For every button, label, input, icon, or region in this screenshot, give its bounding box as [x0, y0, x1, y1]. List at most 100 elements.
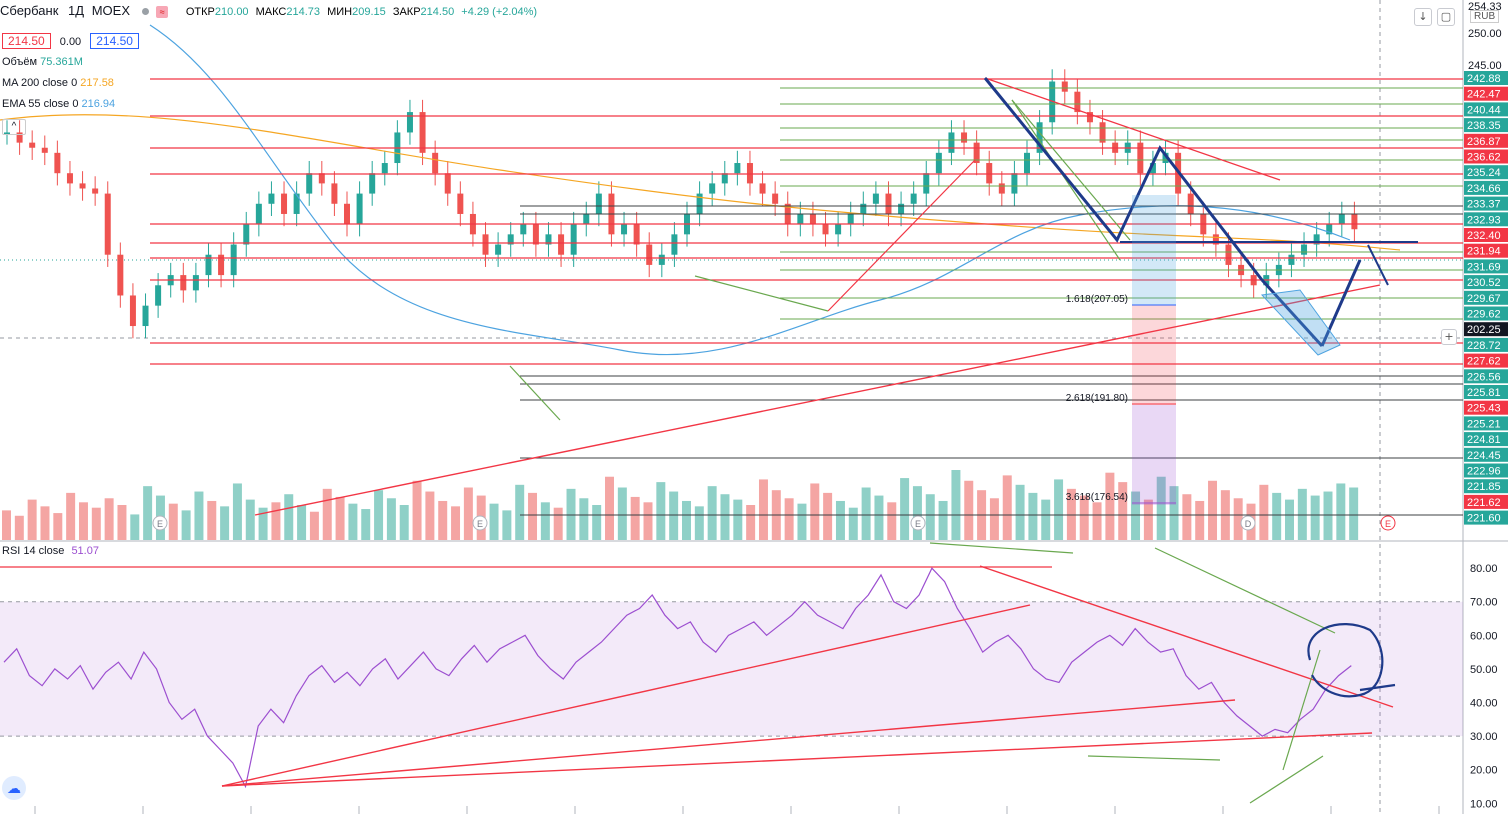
spread-value: 0.00 — [59, 36, 82, 48]
event-marker-label: E — [477, 519, 483, 529]
candle-body — [570, 224, 577, 255]
ma-legend[interactable]: MA 200 close 0 217.58 — [2, 73, 139, 94]
candle-body — [734, 163, 741, 174]
projection-arrow — [1367, 244, 1389, 286]
rsi-pane — [0, 542, 1463, 804]
rsi-tick: 60.00 — [1470, 630, 1498, 642]
candle-body — [331, 183, 338, 204]
price-badge-label: 221.60 — [1467, 513, 1501, 525]
volume-bar — [1297, 488, 1307, 540]
ask-box[interactable]: 214.50 — [90, 33, 139, 49]
price-badge-label: 242.47 — [1467, 89, 1501, 101]
price-badge — [1464, 322, 1508, 337]
candle-body — [1137, 142, 1144, 174]
rsi-tick: 20.00 — [1470, 765, 1498, 777]
open-value: 210.00 — [214, 6, 249, 18]
candle-body — [948, 132, 955, 153]
interval[interactable]: 1Д — [68, 3, 85, 18]
currency-label[interactable]: RUB — [1470, 10, 1500, 23]
wave-icon[interactable]: ≈ — [156, 6, 169, 18]
rsi-falling-trendline — [979, 565, 1394, 708]
volume-bar — [1002, 475, 1012, 540]
volume-bars — [2, 470, 1359, 540]
candle-body — [1313, 234, 1320, 245]
volume-bar — [130, 514, 140, 540]
volume-bar — [1041, 499, 1051, 540]
volume-bar — [322, 488, 332, 540]
volume-bar — [463, 487, 473, 540]
volume-bar — [309, 511, 319, 540]
volume-bar — [104, 498, 114, 540]
price-badge-label: 224.81 — [1467, 434, 1501, 446]
low-label: МИН — [327, 6, 353, 18]
ma-value: 217.58 — [80, 77, 114, 89]
candle-body — [1326, 224, 1333, 235]
candle-body — [809, 213, 816, 225]
fib-label: 3.618(176.54) — [1066, 492, 1128, 503]
candle-body — [243, 224, 250, 245]
high-label: МАКС — [255, 6, 287, 18]
rsi-legend[interactable]: RSI 14 close 51.07 — [2, 545, 99, 557]
volume-bar — [951, 470, 961, 540]
ema55-line — [149, 24, 1351, 356]
rsi-tick: 50.00 — [1470, 664, 1498, 676]
wave-path — [1260, 278, 1324, 348]
volume-bar — [412, 480, 422, 540]
volume-bar — [271, 502, 281, 540]
fib-extension[interactable]: 1.618(207.05) 2.618(191.80) 3.618(176.54) — [1066, 195, 1176, 505]
volume-bar — [887, 502, 897, 540]
falling-trendline — [984, 77, 1281, 181]
volume-bar — [515, 484, 525, 540]
price-badge-label: 242.88 — [1467, 73, 1501, 85]
volume-legend[interactable]: Объём 75.361M — [2, 52, 139, 73]
ema-value: 216.94 — [81, 98, 116, 110]
volume-bar — [1105, 472, 1115, 540]
rising-trendline — [254, 284, 1381, 516]
tradingview-logo-icon[interactable]: ☁ — [2, 776, 26, 800]
candle-body — [1149, 163, 1156, 174]
volume-bar — [14, 515, 24, 540]
rsi-label: RSI 14 close — [2, 545, 65, 557]
volume-bar — [399, 505, 409, 540]
candle-body — [104, 193, 111, 255]
price-axis[interactable]: 254.33250.00245.00242.88242.47240.44238.… — [1464, 1, 1508, 810]
volume-bar — [1066, 488, 1076, 540]
maximize-icon[interactable]: ▢ — [1437, 8, 1455, 26]
price-badge-label: 232.93 — [1467, 214, 1501, 226]
plus-icon[interactable]: + — [1441, 329, 1457, 345]
ema-label: EMA 55 close 0 — [2, 98, 79, 110]
volume-bar — [1131, 491, 1141, 540]
volume-bar — [40, 506, 50, 540]
bid-box[interactable]: 214.50 — [2, 33, 51, 49]
volume-bar — [1028, 492, 1038, 540]
symbol-name[interactable]: Сбербанк — [0, 3, 59, 18]
candle-body — [281, 193, 288, 214]
volume-bar — [746, 505, 756, 540]
candle-body — [406, 112, 413, 133]
volume-bar — [348, 503, 358, 540]
volume-bar — [1259, 484, 1269, 540]
rsi-trendline — [221, 604, 1031, 787]
volume-bar — [848, 507, 858, 540]
price-badge — [1464, 275, 1508, 290]
legend: 214.50 0.00 214.50 Объём 75.361M MA 200 … — [2, 31, 139, 135]
arrow-down-icon[interactable]: ↓ — [1414, 8, 1432, 26]
ema-legend[interactable]: EMA 55 close 0 216.94 — [2, 94, 139, 115]
candle-body — [419, 112, 426, 153]
collapse-legend-button[interactable]: ^ — [2, 119, 26, 135]
trend-drawings[interactable] — [254, 77, 1418, 516]
volume-bar — [1156, 476, 1166, 540]
candle-body — [746, 163, 753, 184]
volume-bar — [823, 492, 833, 540]
candle-body — [1099, 122, 1106, 143]
candle-body — [973, 142, 980, 164]
volume-bar — [1054, 479, 1064, 540]
price-badge-label: 231.69 — [1467, 261, 1501, 273]
price-badge-label: 235.24 — [1467, 167, 1501, 179]
volume-bar — [1310, 495, 1320, 540]
price-tick: 245.00 — [1468, 60, 1502, 72]
candle-body — [910, 193, 917, 204]
